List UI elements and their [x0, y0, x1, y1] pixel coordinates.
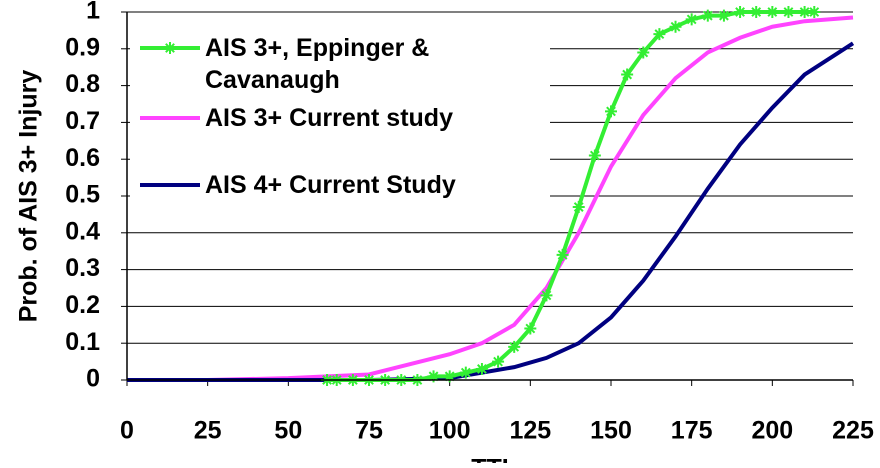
legend-label: AIS 3+, Eppinger & Cavanaugh	[205, 34, 430, 94]
x-tick-label: 200	[751, 417, 793, 445]
y-tick-label: 0.3	[65, 254, 100, 282]
x-tick-label: 225	[832, 417, 874, 445]
marker	[685, 13, 698, 26]
marker	[459, 366, 472, 379]
marker	[798, 6, 811, 18]
marker	[782, 6, 795, 18]
legend-label: AIS 4+ Current Study	[205, 171, 456, 199]
x-tick-label: 100	[429, 417, 471, 445]
y-tick-label: 0.2	[65, 291, 100, 319]
legend-label: AIS 3+ Current study	[205, 104, 453, 132]
marker	[524, 322, 537, 335]
x-tick-label: 125	[509, 417, 551, 445]
x-tick-label: 150	[590, 417, 632, 445]
y-tick-label: 0.9	[65, 33, 100, 61]
marker	[556, 248, 569, 261]
x-tick-label: 175	[671, 417, 713, 445]
y-tick-label: 0.7	[65, 107, 100, 135]
marker	[750, 6, 763, 18]
marker	[621, 68, 634, 81]
marker	[766, 6, 779, 18]
y-tick-label: 0.8	[65, 70, 100, 98]
marker	[540, 289, 553, 302]
marker	[653, 28, 666, 41]
legend-entry: AIS 3+ Current study	[205, 104, 453, 132]
y-axis-label: Prob. of AIS 3+ Injury	[15, 70, 43, 323]
x-tick-label: 75	[355, 417, 383, 445]
marker	[164, 42, 176, 54]
marker	[605, 105, 617, 118]
legend-entry: AIS 4+ Current Study	[205, 171, 456, 199]
x-axis-label: TTI	[471, 455, 509, 463]
marker	[572, 201, 585, 214]
y-tick-label: 0	[86, 365, 100, 393]
x-tick-label: 0	[120, 417, 134, 445]
marker	[717, 9, 730, 22]
x-tick-label: 25	[194, 417, 222, 445]
marker	[443, 370, 456, 383]
y-tick-label: 0.1	[65, 328, 100, 356]
marker	[427, 370, 440, 383]
marker	[588, 149, 601, 162]
marker	[475, 362, 488, 375]
y-tick-label: 0.6	[65, 144, 100, 172]
marker	[637, 46, 650, 59]
y-tick-label: 0.5	[65, 181, 100, 209]
marker	[492, 355, 505, 368]
marker	[508, 340, 521, 353]
marker	[669, 20, 682, 33]
y-tick-label: 0.4	[65, 217, 100, 245]
x-tick-label: 50	[274, 417, 302, 445]
legend-entry: AIS 3+, Eppinger & Cavanaugh	[205, 34, 430, 94]
y-tick-label: 1	[86, 0, 100, 25]
series-line	[127, 15, 854, 382]
marker	[734, 6, 747, 18]
marker	[701, 9, 714, 22]
marker	[808, 6, 821, 18]
